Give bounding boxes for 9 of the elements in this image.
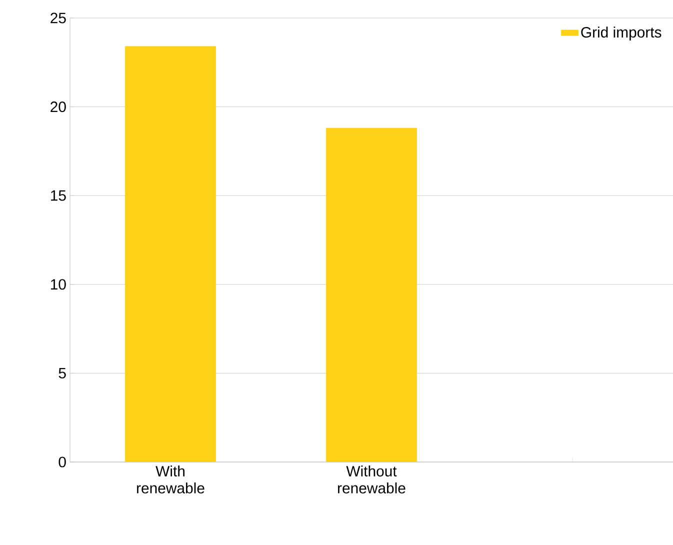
x-tick-label: With renewable xyxy=(137,466,204,494)
y-tick-label: 10 xyxy=(51,279,66,290)
y-tick-label: 5 xyxy=(58,368,66,378)
y-tick-label: 0 xyxy=(58,456,66,468)
y-tick-label: 25 xyxy=(50,12,66,24)
legend-label: Grid imports xyxy=(581,26,662,41)
y-tick-label: 20 xyxy=(50,102,66,112)
x-tick-label: Without renewable xyxy=(338,466,406,494)
y-tick-label: 15 xyxy=(51,190,66,201)
